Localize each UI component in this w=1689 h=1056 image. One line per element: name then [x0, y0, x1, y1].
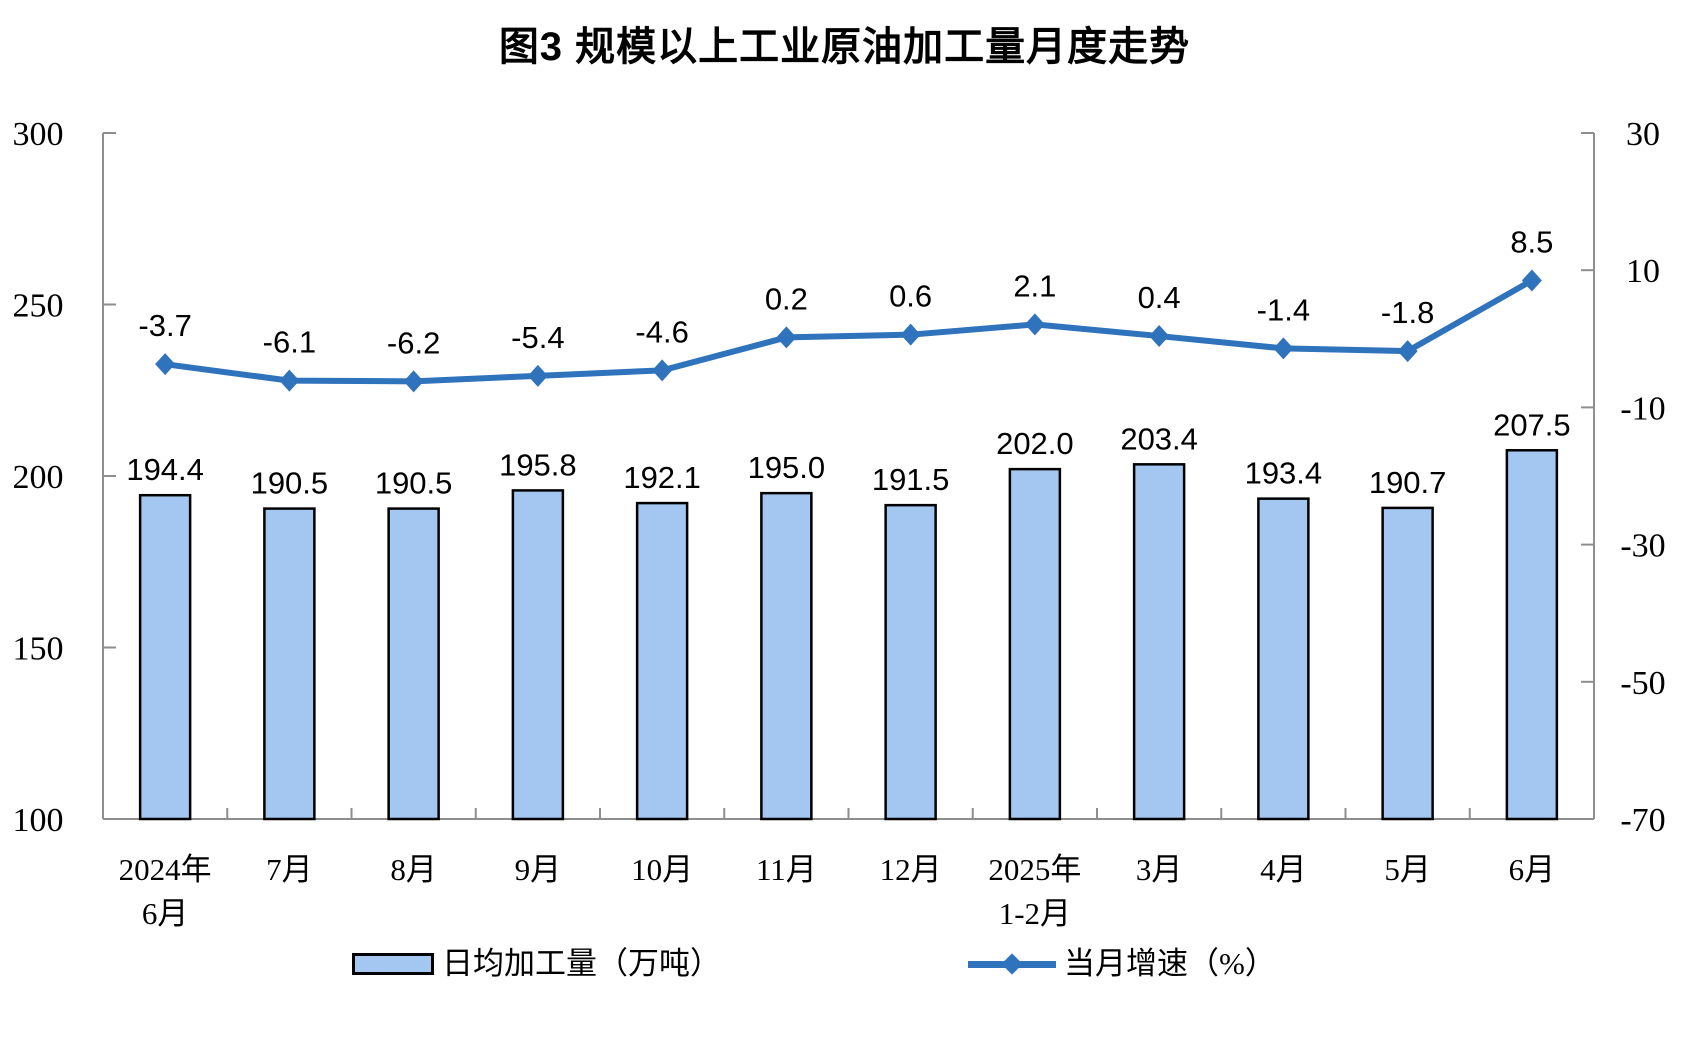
x-category-label: 11月: [756, 852, 817, 887]
growth-line: [164, 277, 1534, 385]
bar: [884, 503, 937, 821]
left-tick-label: 100: [13, 802, 64, 839]
legend-line-label: 当月增速（%）: [1064, 946, 1276, 981]
line-marker: [652, 359, 673, 382]
bar-value-label: 190.5: [251, 466, 329, 501]
left-tick-label: 250: [13, 288, 64, 325]
line-value-label: -1.4: [1257, 292, 1310, 327]
x-category-label: 9月: [515, 852, 562, 887]
line-value-label: 0.4: [1138, 280, 1181, 315]
line-swatch-icon: [968, 953, 1056, 975]
left-tick-label: 150: [13, 631, 64, 668]
line-marker: [279, 369, 300, 392]
line-marker: [900, 323, 921, 346]
bar: [511, 489, 565, 821]
bar: [1132, 463, 1186, 821]
x-category-label: 8月: [390, 852, 437, 887]
bar: [263, 507, 316, 821]
bar: [635, 501, 689, 821]
bar-value-label: 190.7: [1369, 465, 1447, 500]
bar-value-label: 195.0: [748, 450, 826, 485]
line-value-label: -3.7: [138, 308, 191, 343]
x-category-label: 2025年 1-2月: [988, 852, 1081, 931]
line-value-label: 2.1: [1013, 268, 1056, 303]
bar: [138, 493, 192, 821]
bar-swatch-icon: [352, 953, 434, 975]
bar-value-label: 191.5: [872, 462, 950, 497]
line-marker: [155, 353, 176, 376]
right-tick-label: -10: [1620, 390, 1665, 427]
line-value-label: -4.6: [635, 314, 688, 349]
bar-value-label: 203.4: [1120, 421, 1198, 456]
bar-value-label: 202.0: [996, 426, 1074, 461]
line-marker: [527, 364, 548, 387]
line-value-label: 0.2: [765, 281, 808, 316]
legend-bar-label: 日均加工量（万吨）: [442, 946, 721, 981]
right-tick-label: 30: [1626, 116, 1660, 153]
x-category-label: 12月: [880, 852, 942, 887]
line-marker: [1149, 325, 1170, 348]
line-value-label: -6.1: [263, 325, 316, 360]
right-tick-label: -70: [1620, 802, 1665, 839]
bar-value-label: 190.5: [375, 466, 453, 501]
bar: [760, 491, 813, 821]
bar-value-label: 192.1: [623, 460, 701, 495]
line-marker: [1273, 337, 1294, 360]
bar-value-label: 207.5: [1493, 407, 1571, 442]
bar-value-label: 195.8: [499, 447, 577, 482]
bar: [1257, 497, 1310, 821]
x-category-label: 6月: [1509, 852, 1556, 887]
bar: [1505, 449, 1559, 821]
x-category-label: 7月: [266, 852, 313, 887]
line-marker: [403, 370, 424, 393]
x-category-label: 4月: [1260, 852, 1307, 887]
x-category-label: 3月: [1136, 852, 1183, 887]
bar: [1008, 467, 1062, 821]
x-category-label: 10月: [631, 852, 693, 887]
left-tick-label: 300: [13, 116, 64, 153]
x-category-label: 2024年 6月: [119, 852, 212, 931]
line-value-label: -1.8: [1381, 295, 1434, 330]
line-marker: [1024, 313, 1045, 336]
bar: [1381, 506, 1434, 821]
line-value-label: 0.6: [889, 279, 932, 314]
diamond-marker-icon: [1001, 953, 1023, 975]
right-tick-label: 10: [1626, 253, 1660, 290]
right-tick-label: -30: [1620, 528, 1665, 565]
line-marker: [1521, 269, 1542, 292]
legend-item-line: 当月增速（%）: [968, 946, 1276, 982]
left-tick-label: 200: [13, 459, 64, 496]
line-value-label: -5.4: [511, 320, 564, 355]
chart-title: 图3 规模以上工业原油加工量月度走势: [498, 25, 1191, 69]
bar-value-label: 194.4: [126, 452, 204, 487]
line-marker: [776, 326, 797, 349]
line-marker: [1397, 340, 1418, 363]
bar-value-label: 193.4: [1245, 456, 1323, 491]
bar: [387, 507, 440, 821]
x-category-label: 5月: [1384, 852, 1431, 887]
plot-area: 300 250 200 150 100 30 10 -10 -30 -50 -70 2024年 6月 7月…: [13, 116, 1666, 931]
legend-item-bar: 日均加工量（万吨）: [352, 946, 721, 982]
line-value-label: -6.2: [387, 325, 440, 360]
right-tick-label: -50: [1620, 665, 1665, 702]
line-value-label: 8.5: [1510, 224, 1553, 259]
